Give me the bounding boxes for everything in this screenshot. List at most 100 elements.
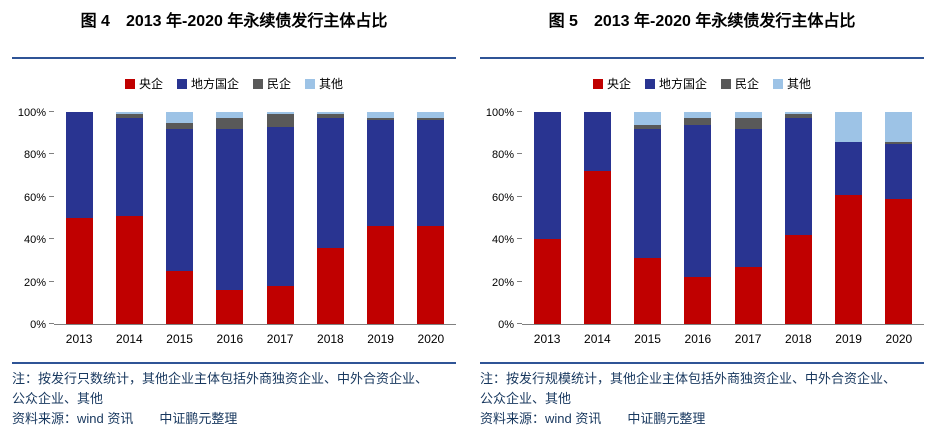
bar-segment-民企 (684, 118, 712, 125)
figure-5-title: 图 5 2013 年-2020 年永续债发行主体占比 (548, 13, 856, 30)
note-line-1: 注：按发行只数统计，其他企业主体包括外商独资企业、中外合资企业、 (12, 371, 429, 386)
y-axis: 0% 20% 40% 60% 80% 100% (480, 107, 522, 331)
stacked-bar-2020 (417, 112, 445, 324)
bar-column-2018 (305, 112, 355, 324)
legend-swatch (644, 79, 655, 89)
bar-segment-民企 (417, 118, 445, 121)
y-tick (517, 153, 522, 155)
bar-segment-地方国企 (634, 128, 662, 259)
x-tick-label: 2014 (584, 332, 611, 346)
bars (522, 112, 924, 324)
bar-segment-其他 (417, 112, 445, 119)
stacked-bar-2019 (367, 112, 395, 324)
bar-segment-其他 (634, 112, 662, 125)
bar-segment-地方国企 (835, 141, 863, 195)
legend-item-央企: 央企 (124, 77, 163, 91)
y-tick (517, 195, 522, 197)
stacked-bar-2018 (784, 112, 812, 324)
y-tick-label: 20% (491, 276, 514, 289)
legend-swatch (124, 79, 135, 89)
note-line-2: 公众企业、其他 (12, 391, 104, 406)
bar-segment-央企 (65, 218, 93, 324)
bar-segment-地方国企 (367, 120, 395, 227)
y-tick-label: 60% (23, 191, 46, 204)
x-tick-label: 2015 (166, 332, 193, 346)
bar-segment-央企 (417, 226, 445, 324)
bar-segment-央企 (784, 234, 812, 324)
bar-segment-地方国企 (166, 128, 194, 271)
legend-item-地方国企: 地方国企 (176, 77, 239, 91)
stacked-bar-2015 (634, 112, 662, 324)
figure-5-panel: 图 5 2013 年-2020 年永续债发行主体占比 央企 地方国企 民企 其他 0% 2… (468, 0, 936, 429)
figure-4-title: 图 4 2013 年-2020 年永续债发行主体占比 (80, 13, 388, 30)
x-tick-label: 2013 (533, 332, 561, 346)
bar-segment-民企 (266, 114, 294, 127)
legend-swatch (721, 79, 731, 89)
source-line: 资料来源：wind 资讯 中证鹏元整理 (480, 411, 706, 426)
chart-legend: 央企 地方国企 民企 其他 (480, 77, 924, 91)
bar-column-2015 (155, 112, 205, 324)
stacked-bar-2016 (216, 112, 244, 324)
bar-column-2019 (356, 112, 406, 324)
bar-segment-其他 (684, 112, 712, 119)
bar-segment-民企 (166, 122, 194, 129)
legend-swatch (253, 79, 263, 89)
bar-segment-民企 (216, 118, 244, 129)
bar-segment-民企 (634, 124, 662, 129)
bar-segment-央企 (115, 215, 143, 324)
x-axis: 2013 2014 2015 2016 2017 2018 2019 2020 (54, 325, 456, 362)
x-axis: 2013 2014 2015 2016 2017 2018 2019 2020 (522, 325, 924, 362)
bar-segment-央企 (316, 247, 344, 324)
figure-5-notes: 注：按发行规模统计，其他企业主体包括外商独资企业、中外合资企业、 公众企业、其他… (480, 364, 924, 429)
stacked-bar-2020 (885, 112, 913, 324)
y-tick (517, 238, 522, 240)
legend-swatch (305, 79, 316, 89)
figure-5-chart: 央企 地方国企 民企 其他 0% 20% 40% 60% 80% 100% 2013 2014 2015… (480, 77, 924, 362)
legend-label: 地方国企 (190, 77, 239, 91)
legend-item-其他: 其他 (773, 77, 811, 91)
stacked-bar-2019 (835, 112, 863, 324)
y-tick-label: 80% (23, 149, 46, 162)
bar-segment-央企 (634, 258, 662, 324)
stacked-bar-2017 (734, 112, 762, 324)
y-tick-label: 60% (491, 191, 514, 204)
y-tick (517, 280, 522, 282)
bar-segment-其他 (266, 112, 294, 115)
legend-label: 民企 (267, 77, 292, 91)
figure-4-notes: 注：按发行只数统计，其他企业主体包括外商独资企业、中外合资企业、 公众企业、其他… (12, 364, 456, 429)
stacked-bar-2015 (166, 112, 194, 324)
stacked-bar-2014 (115, 112, 143, 324)
bar-segment-央企 (533, 239, 561, 324)
legend-item-民企: 民企 (253, 77, 291, 91)
legend-item-民企: 民企 (721, 77, 759, 91)
chart-legend: 央企 地方国企 民企 其他 (12, 77, 456, 91)
bar-segment-民企 (316, 114, 344, 119)
x-tick-label: 2019 (367, 332, 394, 346)
bar-segment-央企 (835, 194, 863, 324)
bar-segment-地方国企 (684, 124, 712, 278)
y-tick-label: 40% (23, 234, 46, 247)
bar-column-2020 (406, 112, 456, 324)
legend-label: 其他 (319, 77, 344, 91)
plot-area: 0% 20% 40% 60% 80% 100% (480, 107, 924, 331)
bar-segment-其他 (316, 112, 344, 115)
bar-column-2019 (824, 112, 874, 324)
bar-column-2020 (874, 112, 924, 324)
legend-label: 地方国企 (658, 77, 707, 91)
bar-segment-其他 (885, 112, 913, 142)
y-tick (49, 323, 54, 324)
figure-4-bottom-divider (12, 362, 456, 364)
bar-segment-央企 (266, 285, 294, 324)
bar-segment-地方国企 (115, 118, 143, 216)
figure-5-bottom-divider (480, 362, 924, 364)
bar-column-2014 (572, 112, 622, 324)
stacked-bar-2014 (583, 112, 611, 324)
bar-segment-地方国企 (533, 112, 561, 240)
x-tick-label: 2018 (785, 332, 812, 346)
bar-segment-地方国企 (784, 118, 812, 235)
x-tick-label: 2020 (885, 332, 913, 346)
y-tick (49, 280, 54, 282)
bar-segment-央企 (885, 198, 913, 324)
bar-segment-其他 (784, 112, 812, 115)
bar-segment-地方国企 (734, 128, 762, 267)
